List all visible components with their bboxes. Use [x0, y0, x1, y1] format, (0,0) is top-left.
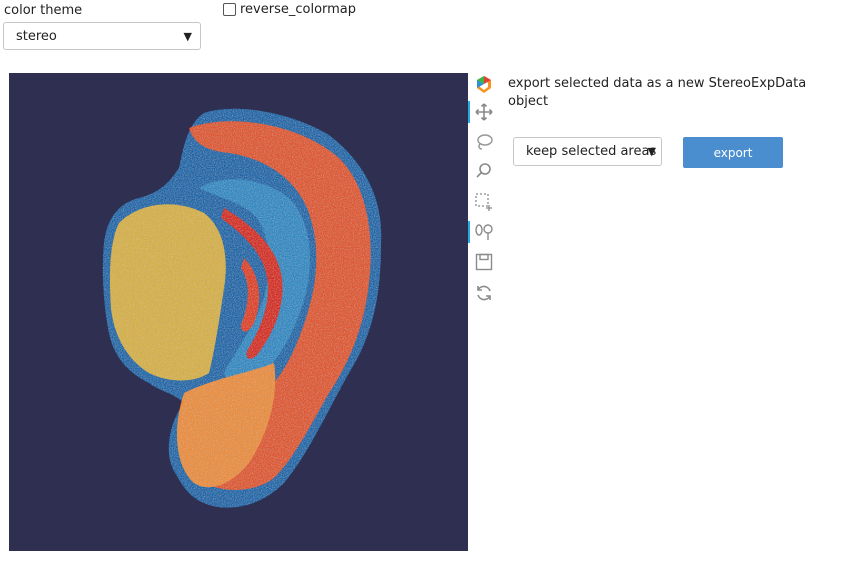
color-theme-value: stereo	[16, 28, 57, 44]
tissue-speckle	[102, 108, 382, 508]
poly-select-icon[interactable]	[468, 219, 497, 245]
spatial-plot-canvas[interactable]	[9, 73, 468, 551]
bokeh-logo-icon[interactable]	[471, 72, 497, 98]
reset-icon[interactable]	[471, 280, 497, 306]
poly-select-active-indicator	[468, 221, 470, 243]
wheel-zoom-icon[interactable]	[471, 158, 497, 184]
color-theme-label: color theme	[4, 3, 83, 18]
pan-active-indicator	[468, 101, 470, 123]
chevron-down-icon: ▼	[647, 145, 656, 158]
color-theme-select[interactable]: stereo ▼	[3, 22, 201, 50]
keep-mode-value: keep selected areas	[526, 144, 657, 159]
reverse-colormap-checkbox[interactable]	[223, 3, 236, 16]
spatial-plot[interactable]	[9, 73, 468, 551]
export-description: export selected data as a new StereoExpD…	[508, 76, 807, 109]
reverse-colormap-label: reverse_colormap	[240, 2, 357, 17]
reverse-colormap-toggle[interactable]: reverse_colormap	[223, 2, 356, 17]
save-icon[interactable]	[471, 249, 497, 275]
export-button[interactable]: export	[683, 137, 783, 168]
pan-icon[interactable]	[468, 99, 497, 125]
chevron-down-icon: ▼	[183, 30, 192, 43]
keep-mode-select[interactable]: keep selected areas ▼	[513, 137, 662, 166]
box-select-icon[interactable]	[471, 189, 497, 215]
lasso-select-icon[interactable]	[471, 129, 497, 155]
